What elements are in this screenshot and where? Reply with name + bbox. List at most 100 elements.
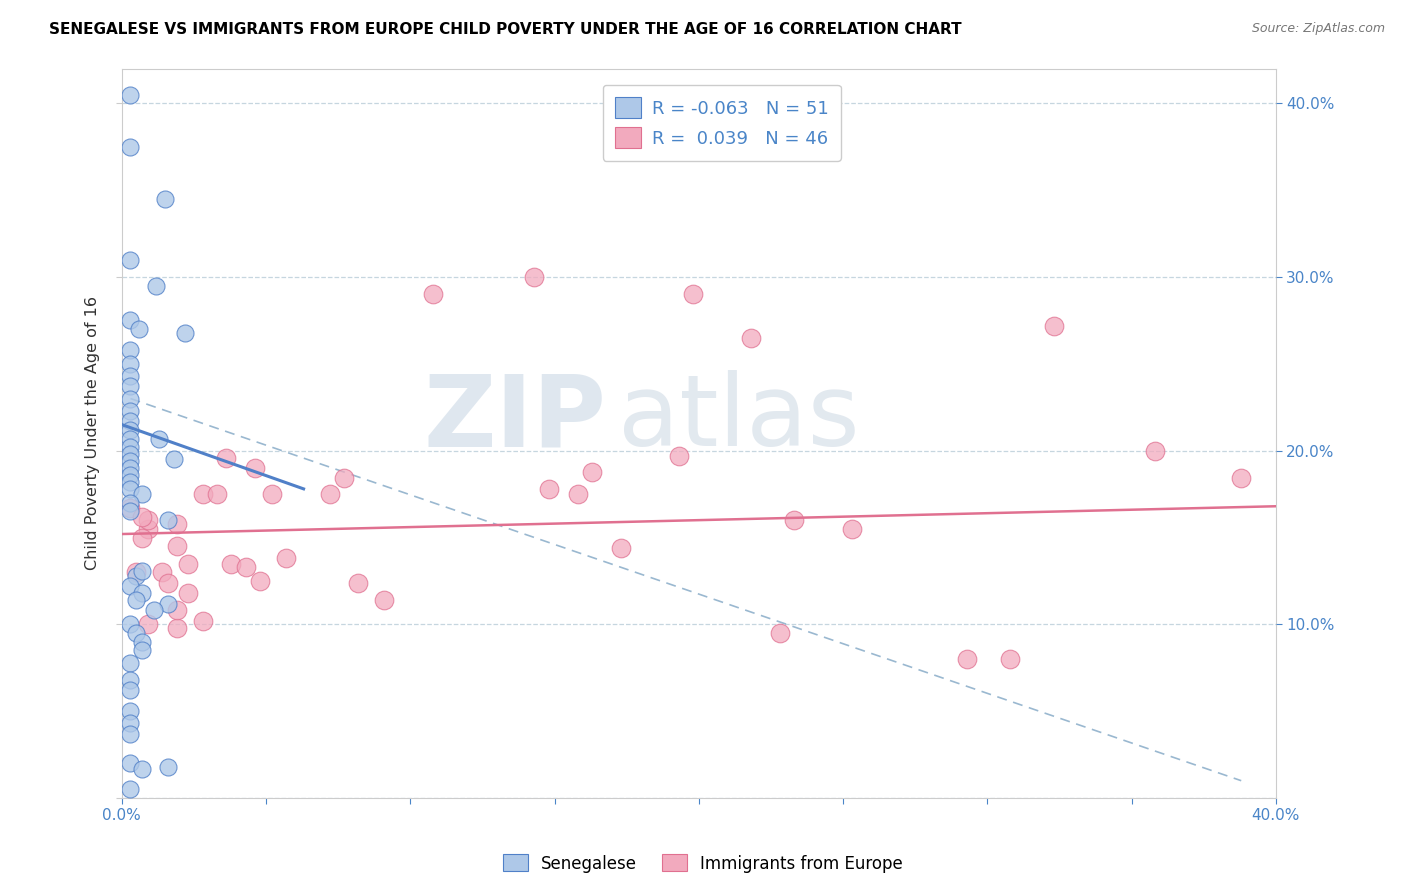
Point (120, 716, 142, 731)
Point (120, 252, 142, 267)
Point (131, 762, 153, 776)
Point (120, 467, 142, 482)
Point (136, 513, 159, 527)
Point (783, 513, 806, 527)
Point (120, 139, 142, 153)
Point (318, 487, 340, 501)
Point (145, 278, 167, 293)
Point (768, 626, 790, 640)
Point (191, 487, 214, 501)
Point (120, 313, 142, 327)
Point (537, 482, 560, 496)
Point (120, 403, 142, 417)
Point (120, 475, 142, 489)
Point (740, 331, 762, 345)
Point (841, 522, 863, 536)
Point (120, 432, 142, 446)
Point (125, 566, 148, 580)
Point (1042, 318, 1064, 333)
Point (205, 487, 228, 501)
Point (682, 287, 704, 301)
Point (120, 579, 142, 593)
Point (120, 617, 142, 632)
Point (131, 643, 153, 657)
Point (120, 504, 142, 518)
Point (235, 560, 257, 574)
Point (120, 756, 142, 771)
Text: Source: ZipAtlas.com: Source: ZipAtlas.com (1251, 22, 1385, 36)
Point (166, 539, 188, 553)
Point (120, 461, 142, 475)
Text: ZIP: ZIP (423, 370, 606, 467)
Point (120, 500, 142, 515)
Point (153, 192, 176, 206)
Point (1000, 652, 1022, 666)
Point (177, 586, 200, 600)
Point (215, 450, 238, 465)
Text: atlas: atlas (619, 370, 859, 467)
Point (125, 626, 148, 640)
Point (120, 656, 142, 670)
Point (956, 652, 979, 666)
Point (120, 423, 142, 437)
Point (249, 574, 271, 588)
Point (276, 551, 298, 566)
Point (125, 593, 148, 607)
Point (333, 471, 356, 485)
Point (120, 447, 142, 461)
Point (163, 452, 186, 467)
Legend: R = -0.063   N = 51, R =  0.039   N = 46: R = -0.063 N = 51, R = 0.039 N = 46 (603, 85, 841, 161)
Point (156, 575, 179, 590)
Point (166, 621, 188, 635)
Point (120, 704, 142, 718)
Point (150, 566, 173, 580)
Point (131, 509, 153, 524)
Point (136, 617, 159, 632)
Point (120, 727, 142, 741)
Point (120, 343, 142, 357)
Point (131, 586, 153, 600)
Point (148, 432, 170, 446)
Point (120, 782, 142, 797)
Point (166, 516, 188, 531)
Point (156, 597, 179, 611)
Point (581, 465, 603, 479)
Point (136, 522, 159, 536)
Point (1230, 471, 1253, 485)
Point (120, 357, 142, 371)
Point (610, 541, 633, 555)
Point (120, 392, 142, 406)
Point (128, 322, 150, 336)
Point (174, 326, 197, 340)
Point (120, 368, 142, 383)
Point (166, 603, 188, 617)
Legend: Senegalese, Immigrants from Europe: Senegalese, Immigrants from Europe (496, 847, 910, 880)
Point (177, 557, 200, 571)
Point (668, 449, 690, 463)
Point (373, 593, 395, 607)
Point (131, 487, 153, 501)
Point (260, 487, 283, 501)
Point (221, 557, 243, 571)
Point (120, 414, 142, 428)
Point (156, 513, 179, 527)
Point (523, 269, 546, 284)
Point (1143, 443, 1166, 458)
Point (120, 87, 142, 102)
Point (120, 454, 142, 468)
Point (131, 564, 153, 578)
Point (347, 575, 370, 590)
Point (142, 603, 165, 617)
Point (191, 614, 214, 628)
Point (120, 496, 142, 510)
Point (156, 760, 179, 774)
Point (120, 673, 142, 687)
Point (120, 379, 142, 393)
Point (131, 531, 153, 545)
Point (120, 440, 142, 454)
Point (131, 634, 153, 648)
Y-axis label: Child Poverty Under the Age of 16: Child Poverty Under the Age of 16 (86, 296, 100, 570)
Point (567, 487, 589, 501)
Point (125, 568, 148, 582)
Text: SENEGALESE VS IMMIGRANTS FROM EUROPE CHILD POVERTY UNDER THE AGE OF 16 CORRELATI: SENEGALESE VS IMMIGRANTS FROM EUROPE CHI… (49, 22, 962, 37)
